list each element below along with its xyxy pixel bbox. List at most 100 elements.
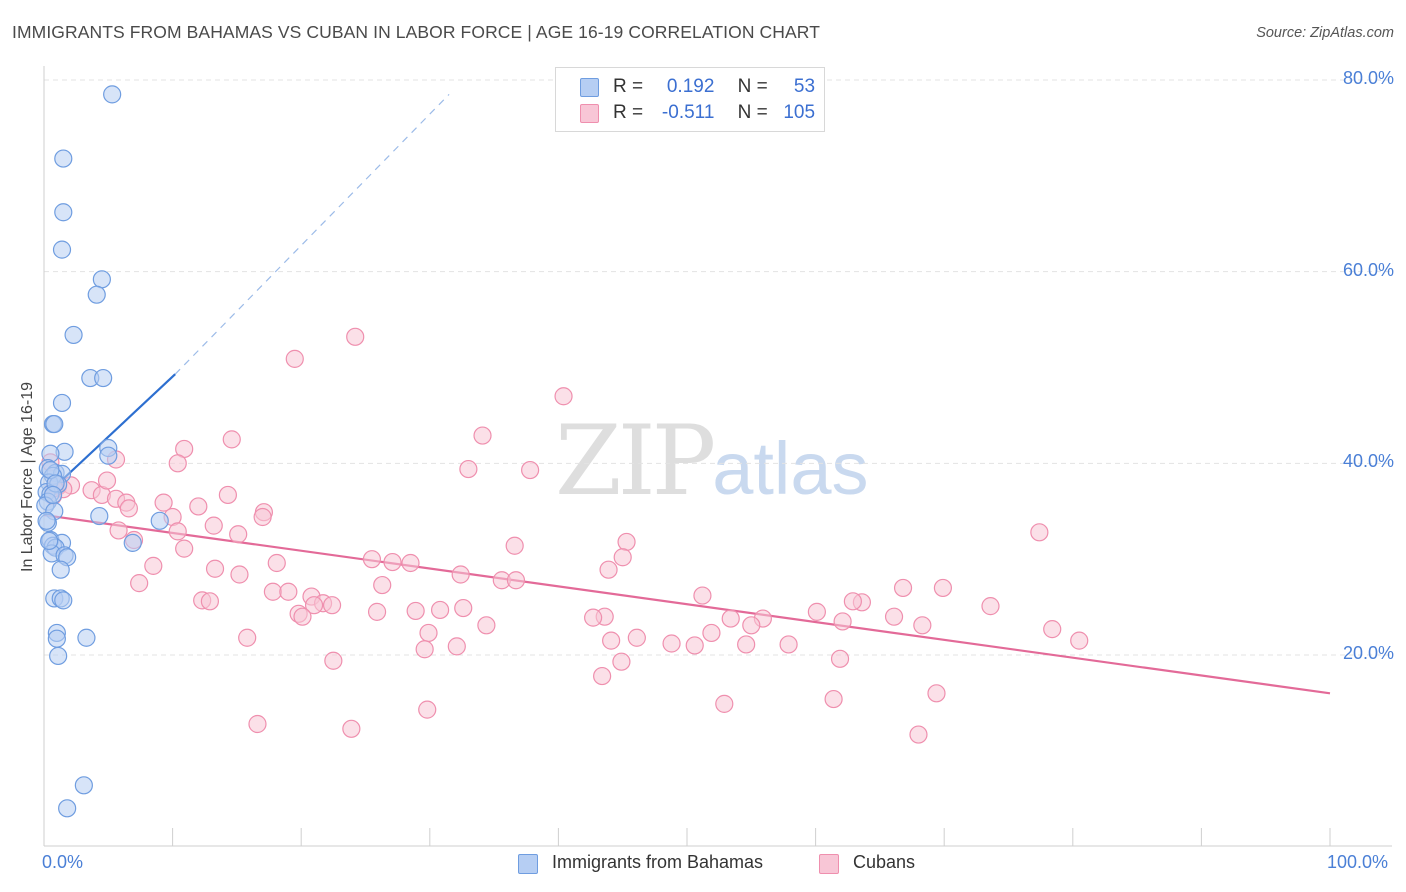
- point-cubans: [627, 628, 646, 647]
- point-cubans: [168, 522, 187, 541]
- point-cubans: [554, 387, 573, 406]
- point-cubans: [415, 640, 434, 659]
- y-tick-label: 40.0%: [1342, 451, 1394, 472]
- point-cubans: [593, 666, 612, 686]
- legend-r-value: -0.511: [661, 102, 715, 123]
- point-cubans: [342, 719, 361, 738]
- bottom-legend-label: Cubans: [853, 852, 916, 872]
- point-cubans: [430, 600, 450, 620]
- legend-swatch-pink: [580, 104, 599, 123]
- point-cubans: [927, 684, 946, 703]
- point-cubans: [833, 612, 852, 631]
- legend-r-label: R =: [613, 76, 644, 97]
- legend-n-label: N =: [737, 76, 768, 97]
- y-axis-label: In Labor Force | Age 16-19: [19, 381, 36, 572]
- point-cubans: [253, 507, 272, 527]
- point-cubans: [459, 459, 478, 479]
- point-cubans: [248, 714, 267, 734]
- point-cubans: [721, 609, 740, 628]
- legend-r-label: R =: [613, 102, 644, 123]
- point-bahamas: [150, 511, 169, 530]
- legend-n-value: 105: [783, 102, 816, 123]
- point-cubans: [584, 608, 603, 627]
- point-cubans: [168, 454, 187, 473]
- point-cubans: [222, 430, 241, 449]
- point-cubans: [293, 607, 312, 626]
- trend-line-cubans: [43, 513, 1331, 695]
- point-cubans: [346, 327, 365, 346]
- bottom-legend-swatch-blue: [518, 854, 538, 874]
- point-cubans: [189, 497, 208, 516]
- point-cubans: [205, 559, 225, 578]
- axes: [43, 66, 1392, 847]
- point-cubans: [230, 565, 249, 584]
- point-cubans: [406, 601, 425, 621]
- point-cubans: [613, 548, 632, 567]
- point-bahamas: [77, 628, 96, 647]
- point-bahamas: [51, 560, 70, 579]
- point-bahamas: [87, 285, 106, 304]
- point-bahamas: [54, 591, 73, 610]
- point-cubans: [267, 553, 286, 573]
- point-cubans: [473, 426, 492, 445]
- source-label: Source: ZipAtlas.com: [1256, 25, 1394, 41]
- point-cubans: [362, 550, 382, 569]
- point-bahamas: [54, 149, 73, 168]
- point-cubans: [1030, 523, 1049, 542]
- point-cubans: [263, 582, 283, 601]
- point-cubans: [742, 616, 761, 635]
- point-cubans: [144, 556, 163, 575]
- point-cubans: [602, 631, 621, 650]
- point-cubans: [662, 634, 681, 653]
- point-cubans: [477, 616, 496, 635]
- point-cubans: [1070, 631, 1089, 650]
- point-cubans: [175, 539, 194, 558]
- legend-n-value: 53: [793, 76, 816, 97]
- point-cubans: [130, 574, 149, 593]
- point-cubans: [204, 516, 223, 535]
- legend-n-label: N =: [737, 102, 768, 123]
- y-tick-label: 60.0%: [1342, 259, 1394, 280]
- point-cubans: [737, 635, 756, 654]
- point-cubans: [322, 596, 342, 615]
- point-cubans: [521, 460, 540, 480]
- point-cubans: [807, 602, 826, 621]
- point-cubans: [779, 635, 798, 654]
- stats-legend: R = 0.192 N = 53 R = -0.511 N = 105: [555, 67, 825, 132]
- y-tick-label: 20.0%: [1342, 643, 1394, 663]
- point-cubans: [373, 575, 392, 595]
- point-bahamas: [74, 776, 93, 795]
- legend-swatch-blue: [580, 78, 599, 97]
- point-cubans: [279, 582, 298, 601]
- x-tick-label-min: 0.0%: [42, 852, 84, 872]
- point-cubans: [200, 592, 219, 611]
- point-cubans: [505, 536, 524, 555]
- point-bahamas: [64, 325, 83, 345]
- point-cubans: [367, 602, 387, 621]
- x-tick-label-max: 100.0%: [1327, 852, 1389, 872]
- point-bahamas: [52, 393, 72, 413]
- point-bahamas: [58, 799, 77, 818]
- point-bahamas: [37, 511, 56, 530]
- point-bahamas: [90, 506, 109, 526]
- point-cubans: [418, 700, 437, 719]
- point-bahamas: [99, 446, 118, 465]
- point-bahamas: [45, 414, 64, 434]
- point-cubans: [154, 493, 173, 512]
- point-cubans: [913, 616, 932, 635]
- bottom-legend-swatch-pink: [819, 854, 839, 874]
- point-cubans: [893, 578, 913, 598]
- point-cubans: [229, 525, 248, 544]
- point-cubans: [830, 649, 850, 668]
- bottom-legend-label: Immigrants from Bahamas: [552, 852, 764, 872]
- point-cubans: [933, 578, 953, 598]
- point-cubans: [884, 607, 904, 626]
- point-cubans: [693, 586, 712, 605]
- point-cubans: [447, 637, 466, 656]
- point-cubans: [824, 689, 843, 709]
- chart-title: IMMIGRANTS FROM BAHAMAS VS CUBAN IN LABO…: [12, 22, 820, 42]
- point-bahamas: [49, 646, 68, 666]
- point-cubans: [451, 565, 470, 584]
- point-bahamas: [54, 203, 73, 222]
